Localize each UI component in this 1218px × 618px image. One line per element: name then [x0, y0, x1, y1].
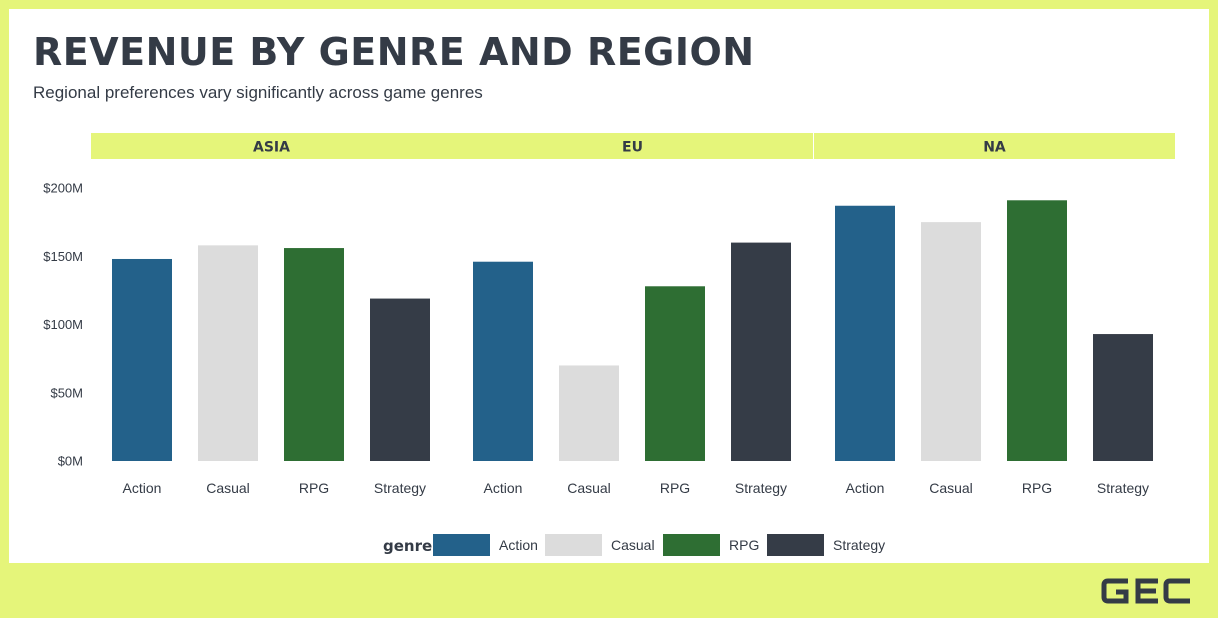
x-tick-label: Strategy — [374, 480, 426, 496]
legend-label-casual: Casual — [611, 537, 655, 553]
legend-title: genre — [383, 537, 432, 555]
legend-label-strategy: Strategy — [833, 537, 885, 553]
bar-asia-casual — [198, 245, 258, 461]
y-tick-label: $150M — [43, 249, 83, 264]
facet-label-asia: ASIA — [253, 140, 290, 156]
x-tick-label: RPG — [299, 480, 329, 496]
y-tick-label: $200M — [43, 181, 83, 196]
x-tick-label: Strategy — [1097, 480, 1149, 496]
bar-asia-action — [112, 258, 172, 461]
legend-swatch-casual — [545, 534, 602, 556]
facet-label-na: NA — [983, 140, 1006, 156]
x-tick-label: Action — [846, 480, 885, 496]
x-tick-label: RPG — [660, 480, 690, 496]
facet-strip-asia — [91, 133, 452, 159]
x-tick-label: Casual — [929, 480, 973, 496]
bar-na-action — [835, 205, 895, 461]
bar-na-strategy — [1093, 334, 1153, 461]
x-tick-label: Strategy — [735, 480, 787, 496]
x-tick-label: Casual — [567, 480, 611, 496]
legend-label-rpg: RPG — [729, 537, 759, 553]
bar-eu-rpg — [645, 286, 705, 461]
y-tick-label: $50M — [50, 385, 83, 400]
bar-na-casual — [921, 222, 981, 461]
bar-eu-action — [473, 261, 533, 461]
legend-swatch-rpg — [663, 534, 720, 556]
legend-swatch-action — [433, 534, 490, 556]
x-tick-label: Casual — [206, 480, 250, 496]
facet-label-eu: EU — [622, 140, 643, 156]
legend-swatch-strategy — [767, 534, 824, 556]
bar-eu-casual — [559, 365, 619, 461]
y-tick-label: $100M — [43, 317, 83, 332]
bar-eu-strategy — [731, 242, 791, 461]
facet-strip-na — [814, 133, 1175, 159]
y-tick-label: $0M — [58, 454, 83, 469]
bar-asia-strategy — [370, 298, 430, 461]
chart-title: REVENUE BY GENRE AND REGION — [33, 30, 755, 74]
x-tick-label: Action — [484, 480, 523, 496]
legend-label-action: Action — [499, 537, 538, 553]
bar-na-rpg — [1007, 200, 1067, 461]
gec-logo — [1101, 578, 1190, 604]
x-tick-label: Action — [123, 480, 162, 496]
bar-asia-rpg — [284, 248, 344, 461]
x-tick-label: RPG — [1022, 480, 1052, 496]
facet-strip-eu — [452, 133, 813, 159]
chart-subtitle: Regional preferences vary significantly … — [33, 83, 483, 102]
